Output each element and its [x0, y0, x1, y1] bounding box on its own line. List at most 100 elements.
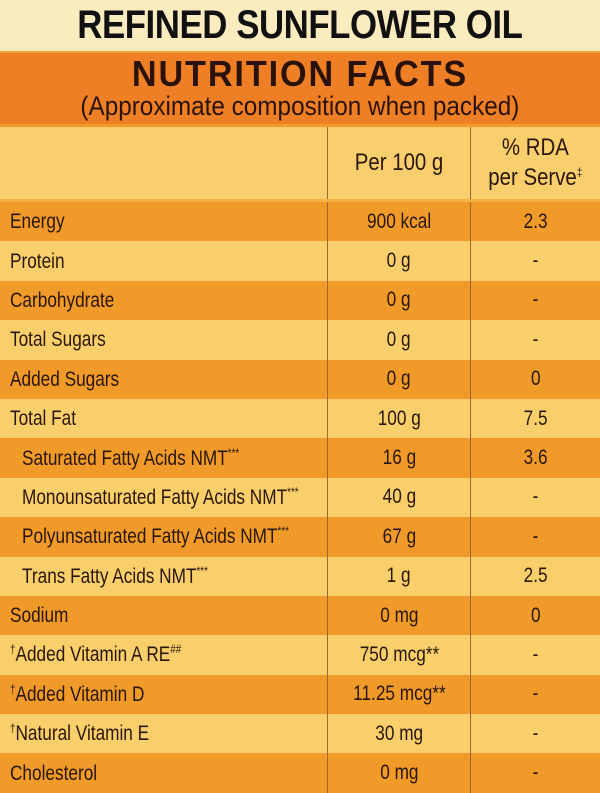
nutrient-name: Saturated Fatty Acids NMT	[22, 446, 228, 470]
nutrient-name: Total Fat	[10, 407, 77, 431]
rda-cell: 2.3	[470, 202, 600, 242]
rda-value: 2.5	[523, 564, 548, 588]
rda-cell: -	[470, 517, 600, 557]
rda-value: -	[532, 288, 539, 312]
rda-value: 3.6	[523, 446, 548, 470]
rda-value: -	[532, 485, 539, 509]
rda-value: -	[532, 761, 539, 785]
table-row: Protein 0 g -	[0, 241, 600, 281]
per-100g-value: 40 g	[382, 485, 416, 509]
table-row: †Natural Vitamin E 30 mg -	[0, 714, 600, 754]
per-100g-value: 0 g	[387, 288, 411, 312]
per-100g-cell: 67 g	[327, 517, 470, 557]
table-row: Trans Fatty Acids NMT*** 1 g 2.5	[0, 556, 600, 596]
table-row: Sodium 0 mg 0	[0, 595, 600, 636]
per-100g-cell: 11.25 mcg**	[327, 674, 470, 715]
nutrition-facts-band: NUTRITION FACTS (Approximate composition…	[0, 51, 600, 124]
per-100g-cell: 900 kcal	[327, 202, 470, 242]
nutrient-cell: Sodium	[0, 596, 327, 635]
product-title: REFINED SUNFLOWER OIL	[77, 3, 523, 47]
nutrient-cell: Saturated Fatty Acids NMT***	[0, 438, 327, 477]
nutrient-name: Added Sugars	[10, 367, 120, 391]
per-100g-cell: 0 mg	[327, 595, 470, 636]
nutrition-facts-heading: NUTRITION FACTS	[131, 53, 469, 94]
table-row: Energy 900 kcal 2.3	[0, 202, 600, 242]
table-row: Cholesterol 0 mg -	[0, 753, 600, 793]
rda-value: 0	[530, 367, 541, 391]
rda-cell: -	[470, 635, 600, 675]
table-row: Total Sugars 0 g -	[0, 320, 600, 360]
per-100g-value: 0 g	[387, 367, 411, 391]
nutrient-cell: Polyunsaturated Fatty Acids NMT***	[0, 517, 327, 556]
rda-value: -	[532, 642, 539, 666]
rda-cell: 0	[470, 595, 600, 636]
per-100g-value: 0 g	[387, 249, 411, 273]
header-per-100g: Per 100 g	[354, 149, 444, 176]
nutrient-cell: Monounsaturated Fatty Acids NMT***	[0, 478, 327, 517]
nutrient-cell: Energy	[0, 202, 327, 241]
nutrient-cell: Total Fat	[0, 399, 327, 438]
per-100g-value: 0 mg	[379, 761, 419, 785]
nutrient-cell: Carbohydrate	[0, 281, 327, 320]
nutrient-name: Added Vitamin A RE	[15, 643, 171, 667]
rda-cell: 2.5	[470, 556, 600, 596]
footnote-mark: ***	[287, 484, 299, 499]
nutrient-name: Total Sugars	[10, 328, 106, 352]
per-100g-value: 1 g	[387, 564, 411, 588]
per-100g-value: 16 g	[382, 446, 416, 470]
header-nutrient-cell	[0, 127, 327, 199]
nutrient-name: Added Vitamin D	[15, 682, 145, 706]
per-100g-cell: 750 mcg**	[327, 635, 470, 675]
nutrient-name: Energy	[10, 210, 65, 234]
per-100g-cell: 30 mg	[327, 714, 470, 754]
per-100g-value: 0 g	[387, 327, 411, 351]
rda-cell: -	[470, 241, 600, 281]
nutrient-cell: †Added Vitamin A RE##	[0, 635, 327, 674]
rda-value: -	[532, 327, 539, 351]
per-100g-value: 30 mg	[375, 721, 423, 745]
nutrient-name: Protein	[10, 249, 65, 273]
per-100g-value: 11.25 mcg**	[352, 682, 446, 706]
rda-value: -	[532, 682, 539, 706]
rda-cell: -	[470, 753, 600, 793]
dagger-mark: †	[10, 642, 16, 657]
nutrient-name: Monounsaturated Fatty Acids NMT	[22, 485, 288, 509]
per-100g-cell: 0 g	[327, 359, 470, 399]
rda-cell: 3.6	[470, 438, 600, 478]
footnote-mark: ***	[227, 445, 240, 460]
per-100g-cell: 40 g	[327, 477, 470, 518]
nutrient-cell: Added Sugars	[0, 360, 327, 399]
header-rda: % RDA per Serve‡	[488, 134, 583, 191]
rda-value: 7.5	[523, 406, 548, 430]
footnote-mark: ##	[170, 642, 182, 657]
per-100g-value: 100 g	[377, 406, 421, 430]
header-per-100g-cell: Per 100 g	[327, 127, 470, 199]
nutrient-name: Trans Fatty Acids NMT	[22, 564, 197, 588]
footnote-mark: ***	[196, 563, 208, 578]
nutrient-name: Natural Vitamin E	[15, 722, 150, 746]
rda-cell: -	[470, 320, 600, 360]
per-100g-value: 67 g	[382, 524, 416, 548]
nutrient-cell: Protein	[0, 241, 327, 280]
nutrient-name: Sodium	[10, 604, 69, 628]
double-dagger-mark: ‡	[576, 165, 583, 179]
per-100g-value: 0 mg	[379, 603, 419, 627]
per-100g-cell: 1 g	[327, 556, 470, 596]
table-row: Carbohydrate 0 g -	[0, 280, 600, 321]
nutrient-cell: †Added Vitamin D	[0, 675, 327, 714]
rda-cell: -	[470, 280, 600, 321]
dagger-mark: †	[10, 681, 16, 696]
rda-value: 0	[530, 603, 541, 627]
rda-value: 2.3	[523, 209, 548, 233]
product-title-band: REFINED SUNFLOWER OIL	[0, 0, 600, 51]
per-100g-cell: 0 mg	[327, 753, 470, 793]
per-100g-value: 900 kcal	[366, 209, 432, 233]
per-100g-cell: 16 g	[327, 438, 470, 478]
rda-cell: 0	[470, 359, 600, 399]
rda-cell: -	[470, 714, 600, 754]
per-100g-cell: 100 g	[327, 398, 470, 439]
rda-value: -	[532, 249, 539, 273]
rda-cell: 7.5	[470, 398, 600, 439]
per-100g-cell: 0 g	[327, 280, 470, 321]
rda-cell: -	[470, 674, 600, 715]
